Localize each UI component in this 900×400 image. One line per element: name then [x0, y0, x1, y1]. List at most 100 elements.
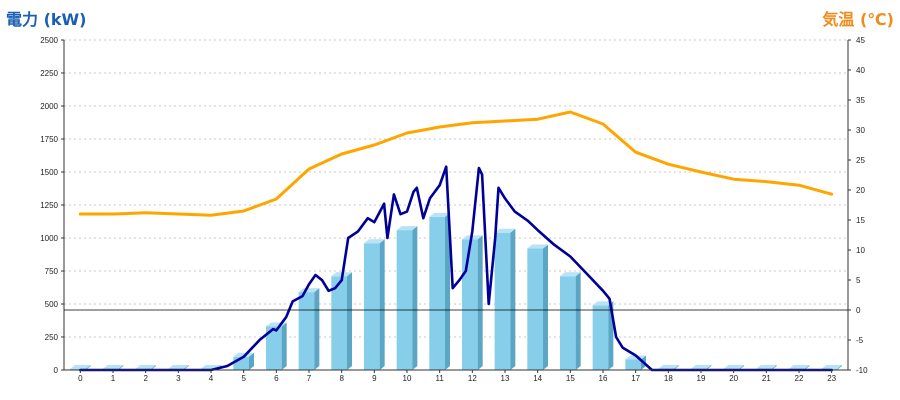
bar: [265, 322, 287, 370]
x-tick-label: 11: [436, 374, 445, 383]
bar-side: [510, 228, 516, 370]
x-tick-label: 6: [274, 374, 279, 383]
bar: [592, 301, 614, 370]
x-tick-label: 18: [664, 374, 673, 383]
power-line: [79, 165, 834, 372]
x-tick-label: 16: [599, 374, 608, 383]
bar: [494, 228, 516, 370]
x-tick-label: 4: [209, 374, 214, 383]
bar-side: [445, 212, 451, 370]
bars-layer: [69, 212, 843, 370]
bar: [331, 272, 353, 370]
bar-top: [494, 228, 516, 233]
right-tick-label: 45: [856, 36, 865, 45]
bar-top: [821, 365, 843, 369]
axis-layer: 02505007501000125015001750200022502500-1…: [40, 36, 868, 383]
x-tick-label: 10: [403, 374, 412, 383]
bar-top: [527, 244, 549, 249]
bar-side: [379, 239, 385, 370]
bar-front: [461, 239, 478, 370]
bar-side: [314, 288, 320, 370]
right-tick-label: 5: [856, 276, 861, 285]
bar-top: [429, 212, 451, 217]
left-tick-label: 2500: [40, 36, 58, 45]
x-tick-label: 9: [372, 374, 377, 383]
bar-side: [477, 235, 483, 370]
right-tick-label: 25: [856, 156, 865, 165]
bar: [559, 272, 581, 370]
bar-top: [592, 301, 614, 306]
bar-top: [233, 352, 255, 357]
bar-top: [690, 365, 712, 369]
bar-top: [102, 365, 124, 369]
x-tick-label: 23: [827, 374, 836, 383]
bar: [429, 212, 451, 370]
left-tick-label: 2250: [40, 69, 58, 78]
bar: [527, 244, 549, 370]
x-tick-label: 2: [143, 374, 148, 383]
left-axis-title: 電力 (kW): [6, 10, 87, 29]
bar-front: [331, 276, 348, 370]
x-tick-label: 22: [795, 374, 804, 383]
x-tick-label: 1: [111, 374, 116, 383]
bar-side: [412, 226, 418, 370]
bar-front: [494, 232, 511, 370]
x-tick-label: 19: [697, 374, 706, 383]
x-tick-label: 13: [501, 374, 510, 383]
x-tick-label: 20: [729, 374, 738, 383]
x-tick-label: 21: [762, 374, 771, 383]
bar-front: [363, 243, 380, 370]
right-tick-label: 35: [856, 96, 865, 105]
bar-top: [363, 239, 385, 244]
bar: [298, 288, 320, 370]
right-tick-label: 15: [856, 216, 865, 225]
bar-front: [559, 276, 576, 370]
bar-front: [298, 292, 315, 370]
left-tick-label: 250: [45, 333, 59, 342]
bar-top: [69, 365, 91, 369]
left-tick-label: 1750: [40, 135, 58, 144]
bar-side: [543, 244, 549, 370]
right-tick-label: -10: [856, 366, 868, 375]
bar: [461, 235, 483, 370]
bar-front: [625, 359, 642, 370]
bar-side: [837, 365, 843, 370]
x-tick-label: 17: [631, 374, 640, 383]
right-tick-label: 10: [856, 246, 865, 255]
bar-front: [265, 326, 282, 370]
bar-front: [592, 305, 609, 370]
bar: [363, 239, 385, 370]
bar-side: [347, 272, 353, 370]
x-tick-label: 7: [307, 374, 312, 383]
right-tick-label: 20: [856, 186, 865, 195]
right-tick-label: 0: [856, 306, 861, 315]
bar-side: [281, 322, 287, 370]
grid-layer: [64, 39, 848, 338]
left-tick-label: 1000: [40, 234, 58, 243]
x-tick-label: 8: [339, 374, 344, 383]
bar-front: [527, 248, 544, 370]
left-tick-label: 1250: [40, 201, 58, 210]
left-tick-label: 2000: [40, 102, 58, 111]
left-tick-label: 0: [54, 366, 59, 375]
left-tick-label: 750: [45, 267, 59, 276]
temperature-line: [78, 110, 834, 217]
left-tick-label: 500: [45, 300, 59, 309]
x-tick-label: 15: [566, 374, 575, 383]
x-tick-label: 14: [533, 374, 542, 383]
bar: [396, 226, 418, 370]
x-tick-label: 0: [78, 374, 83, 383]
bar-front: [429, 216, 446, 370]
x-tick-label: 3: [176, 374, 181, 383]
bar-top: [723, 365, 745, 369]
lines-layer: [78, 110, 834, 372]
bar-side: [249, 352, 255, 370]
bar-top: [167, 365, 189, 369]
left-tick-label: 1500: [40, 168, 58, 177]
bar-top: [788, 365, 810, 369]
bar-top: [755, 365, 777, 369]
right-tick-label: 30: [856, 126, 865, 135]
bar-side: [575, 272, 581, 370]
x-tick-label: 5: [241, 374, 246, 383]
